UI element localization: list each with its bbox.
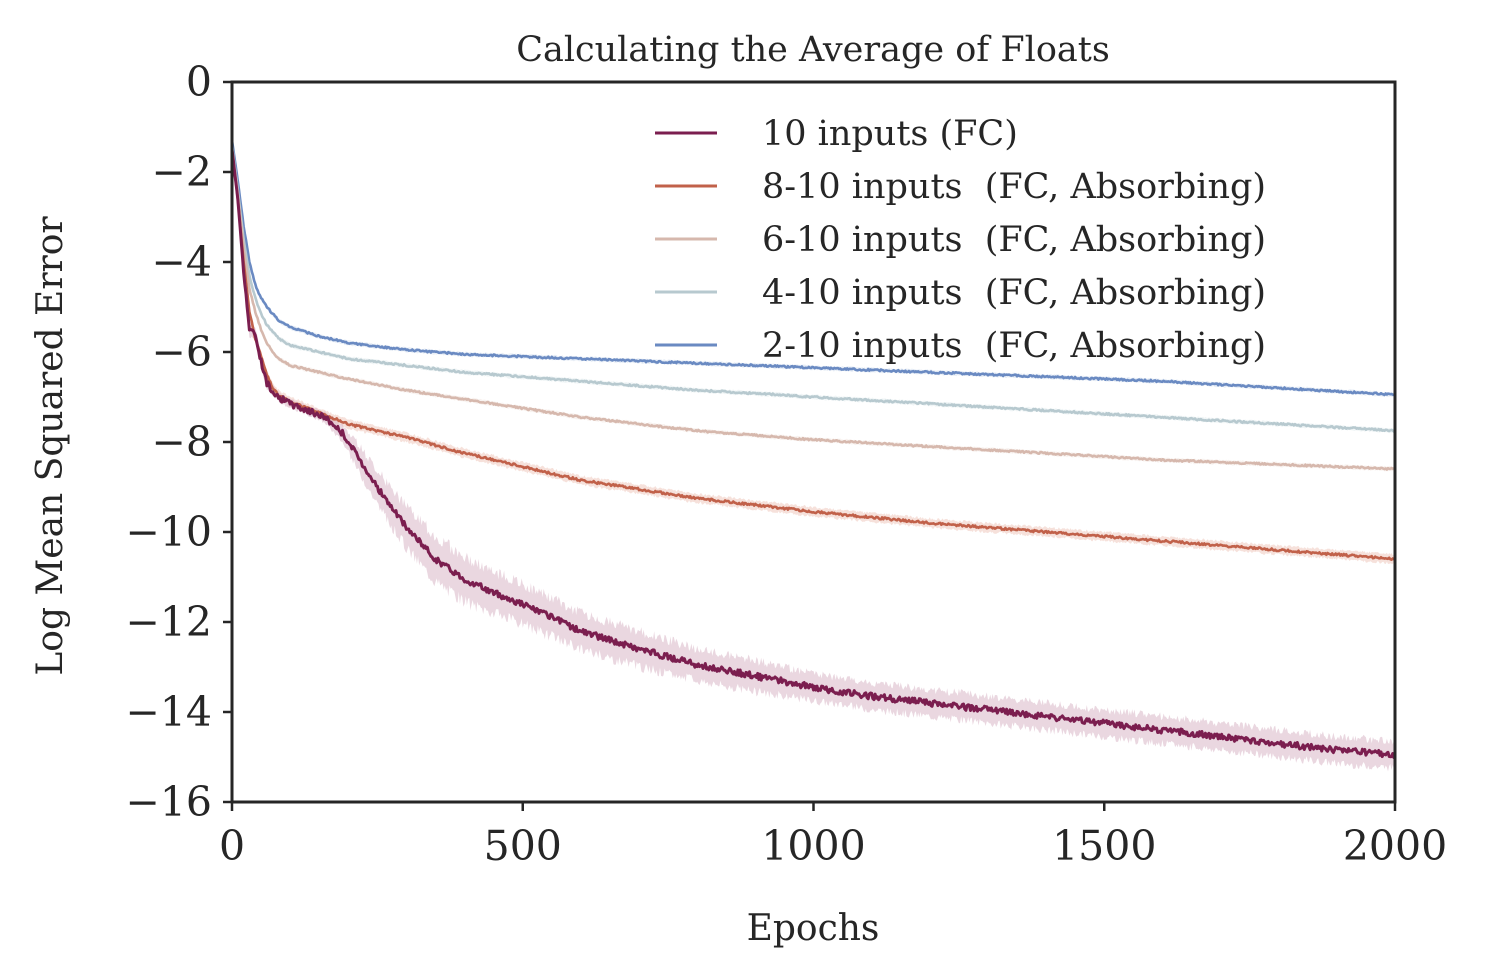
y-axis-label: Log Mean Squared Error [30,216,71,676]
x-tick-label: 1000 [761,822,865,870]
y-tick-label: −16 [125,778,212,826]
series-lines [230,140,1397,759]
x-axis-label: Epochs [747,908,880,949]
legend-label-1: 8-10 inputs (FC, Absorbing) [762,167,1266,207]
series-line-4 [230,140,1396,397]
chart-title: Calculating the Average of Floats [516,30,1110,70]
y-axis-ticks: 0 −2 −4 −6 −8 −10 −12 −14 −16 [125,58,232,826]
y-tick-label: −8 [152,418,212,466]
y-tick-label: −4 [152,238,212,286]
legend-label-4: 2-10 inputs (FC, Absorbing) [762,326,1266,366]
x-tick-label: 0 [219,822,245,870]
legend-label-2: 6-10 inputs (FC, Absorbing) [762,220,1266,260]
confidence-bands [232,140,1395,772]
series-band-0 [232,149,1395,772]
series-line-2 [230,149,1396,471]
x-tick-label: 1500 [1052,822,1156,870]
legend-label-3: 4-10 inputs (FC, Absorbing) [762,273,1266,313]
y-tick-label: −12 [125,598,212,646]
series-line-0 [230,149,1397,759]
y-tick-label: −14 [125,688,212,736]
y-tick-label: 0 [186,58,212,106]
legend: 10 inputs (FC) 8-10 inputs (FC, Absorbing… [655,114,1266,366]
legend-label-0: 10 inputs (FC) [762,114,1018,154]
series-line-3 [230,144,1396,433]
series-line-1 [230,149,1396,562]
x-tick-label: 500 [484,822,562,870]
x-axis-ticks: 0 500 1000 1500 2000 [219,802,1447,870]
y-tick-label: −10 [125,508,212,556]
y-tick-label: −6 [152,328,212,376]
x-tick-label: 2000 [1343,822,1447,870]
y-tick-label: −2 [152,148,212,196]
